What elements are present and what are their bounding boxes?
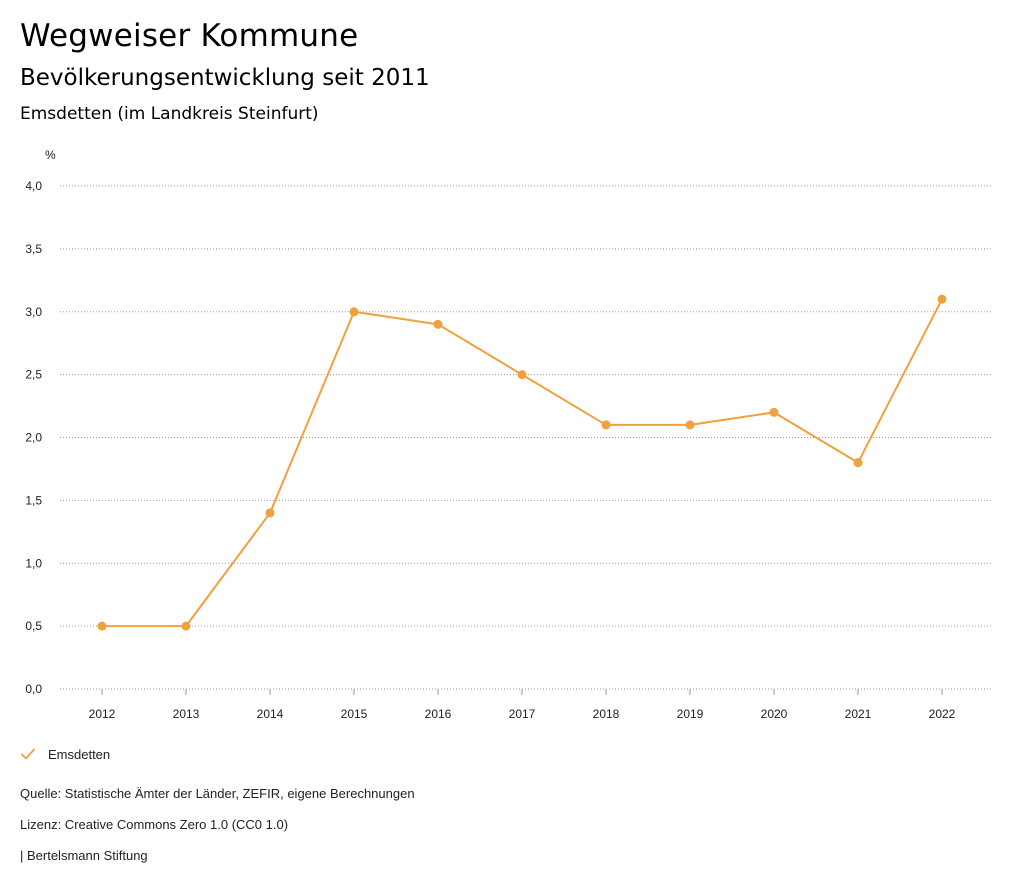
legend-label: Emsdetten	[48, 746, 111, 762]
data-point[interactable]	[265, 508, 275, 518]
x-tick-label: 2021	[845, 707, 872, 721]
y-tick-label: 1,0	[25, 556, 42, 570]
x-tick-label: 2018	[593, 707, 620, 721]
data-point[interactable]	[937, 294, 947, 304]
region-label: Emsdetten (im Landkreis Steinfurt)	[20, 104, 319, 124]
x-tick-label: 2017	[509, 707, 536, 721]
x-tick-label: 2022	[929, 707, 956, 721]
y-tick-label: 2,0	[25, 431, 42, 445]
legend-item-emsdetten[interactable]: Emsdetten	[20, 744, 110, 764]
y-tick-label: 1,5	[25, 493, 42, 507]
y-tick-label: 3,5	[25, 242, 42, 256]
x-tick-label: 2013	[173, 707, 200, 721]
brand-note: | Bertelsmann Stiftung	[20, 848, 148, 863]
checkmark-icon	[21, 748, 35, 760]
x-tick-label: 2020	[761, 707, 788, 721]
data-point[interactable]	[97, 621, 107, 631]
series-line	[102, 298, 943, 628]
y-tick-label: 4,0	[25, 179, 42, 193]
y-tick-label: 0,0	[25, 682, 42, 696]
x-tick-label: 2012	[89, 707, 116, 721]
y-axis-unit-label: %	[45, 148, 56, 162]
x-tick-label: 2019	[677, 707, 704, 721]
data-point[interactable]	[349, 307, 359, 317]
data-point[interactable]	[433, 319, 443, 329]
data-point[interactable]	[517, 370, 527, 380]
data-point[interactable]	[181, 621, 191, 631]
data-point[interactable]	[601, 420, 611, 430]
data-point[interactable]	[685, 420, 695, 430]
grid-lines	[60, 185, 991, 690]
y-tick-label: 2,5	[25, 368, 42, 382]
license-note: Lizenz: Creative Commons Zero 1.0 (CC0 1…	[20, 817, 289, 832]
x-tick-label: 2015	[341, 707, 368, 721]
data-series	[97, 294, 947, 631]
x-tick-label: 2014	[257, 707, 284, 721]
line-chart: % 0,00,51,01,52,02,53,03,54,0 2012 2013 20…	[25, 148, 991, 721]
page-title: Wegweiser Kommune	[20, 18, 359, 54]
y-tick-label: 3,0	[25, 305, 42, 319]
y-tick-label: 0,5	[25, 619, 42, 633]
chart-subtitle: Bevölkerungsentwicklung seit 2011	[20, 65, 430, 91]
x-axis: 2012 2013 2014 2015 2016 2017 2018 2019 2020 2021…	[89, 689, 956, 721]
source-note: Quelle: Statistische Ämter der Länder, Z…	[20, 786, 415, 801]
data-point[interactable]	[853, 458, 863, 468]
y-axis: 0,0 0,5 1,0 1,5 2,0 2,5 3,0 3,5 4,0	[25, 179, 42, 696]
x-tick-label: 2016	[425, 707, 452, 721]
data-point[interactable]	[769, 407, 779, 417]
